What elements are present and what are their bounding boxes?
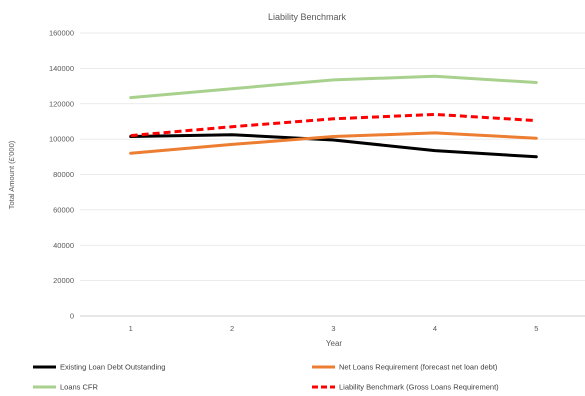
- series-line-3: [129, 74, 538, 100]
- series-line-2: [129, 131, 538, 155]
- legend-entry: Liability Benchmark (Gross Loans Require…: [312, 383, 499, 392]
- chart-title: Liability Benchmark: [268, 12, 347, 22]
- y-tick-label: 60000: [53, 205, 74, 214]
- y-axis-ticks: 0 20000 40000 60000 80000 100000 120000 140000 1…: [49, 29, 74, 321]
- legend: Existing Loan Debt Outstanding Net Loans …: [33, 363, 499, 392]
- y-tick-label: 20000: [53, 276, 74, 285]
- legend-label: Loans CFR: [60, 383, 99, 392]
- x-axis-ticks: 1 2 3 4 5: [129, 324, 539, 333]
- y-tick-label: 160000: [49, 29, 74, 38]
- x-tick-label: 3: [331, 324, 335, 333]
- series-lines: [129, 74, 538, 159]
- legend-label: Liability Benchmark (Gross Loans Require…: [339, 383, 499, 392]
- legend-entry: Loans CFR: [33, 383, 99, 392]
- series-line-4: [130, 112, 537, 138]
- gridlines: [80, 32, 585, 317]
- y-tick-label: 80000: [53, 170, 74, 179]
- x-tick-label: 1: [129, 324, 133, 333]
- x-axis-label: Year: [326, 339, 343, 348]
- legend-entry: Net Loans Requirement (forecast net loan…: [312, 363, 498, 372]
- x-tick-label: 2: [230, 324, 234, 333]
- y-tick-label: 40000: [53, 241, 74, 250]
- y-tick-label: 0: [70, 312, 74, 321]
- x-tick-label: 5: [534, 324, 538, 333]
- series-line-1: [129, 133, 538, 159]
- y-axis-label: Total Amount (£'000): [7, 140, 16, 209]
- legend-entry: Existing Loan Debt Outstanding: [33, 363, 165, 372]
- y-tick-label: 100000: [49, 135, 74, 144]
- y-tick-label: 120000: [49, 99, 74, 108]
- y-tick-label: 140000: [49, 64, 74, 73]
- legend-label: Net Loans Requirement (forecast net loan…: [339, 363, 498, 372]
- legend-label: Existing Loan Debt Outstanding: [60, 363, 165, 372]
- x-tick-label: 4: [433, 324, 437, 333]
